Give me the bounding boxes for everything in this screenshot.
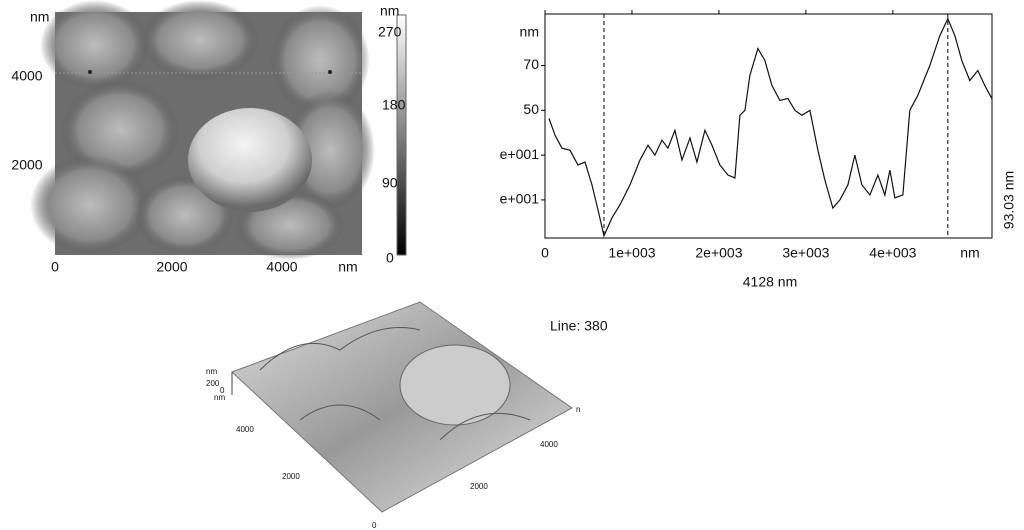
colorbar-tick: 0 [386, 250, 394, 266]
x-unit: nm [338, 259, 357, 275]
afm-screen: nm 4000 2000 0 2000 4000 nm nm 270 180 9… [0, 0, 1024, 530]
x-tick-label: 3e+003 [782, 245, 829, 261]
y-tick: 4000 [11, 68, 42, 84]
y-tick-label: 70 [523, 56, 539, 72]
z-unit: nm [206, 367, 217, 376]
x-tick: 4000 [266, 259, 297, 275]
y-unit: nm [520, 24, 539, 40]
x-tick-label: 1e+003 [608, 245, 655, 261]
x-tick: 4000 [540, 440, 558, 449]
surface-3d: nm 200 0 nm 4000 2000 0 4000 2000 n [206, 302, 580, 530]
x-tick-label: 4e+003 [869, 245, 916, 261]
height-image: nm 4000 2000 0 2000 4000 nm nm 270 180 9… [11, 0, 406, 275]
y2-axis-label: 93.03 nm [1001, 171, 1017, 229]
y-tick: 2000 [11, 157, 42, 173]
y-tick-label: e+001 [500, 191, 540, 207]
profile-chart [545, 14, 992, 238]
profile-line [549, 19, 992, 236]
colorbar-tick: 180 [382, 97, 406, 113]
y-unit: nm [30, 9, 49, 25]
x-unit: nm [960, 245, 979, 261]
x-tick: 2000 [156, 259, 187, 275]
x-tick: 0 [51, 259, 59, 275]
y-tick-label: e+001 [500, 146, 540, 162]
x-axis-label: 4128 nm [743, 274, 797, 290]
y-tick: 4000 [236, 425, 254, 434]
origin: 0 [372, 521, 377, 530]
y-tick: 2000 [282, 472, 300, 481]
line-label: Line: 380 [550, 318, 608, 334]
colorbar-tick: 270 [378, 24, 402, 40]
z-tick: 200 [206, 379, 220, 388]
z-unit: nm [214, 393, 225, 402]
colorbar-tick: 90 [382, 175, 398, 191]
colorbar-unit: nm [380, 3, 399, 19]
x-tick-label: 2e+003 [695, 245, 742, 261]
x-unit: n [576, 405, 580, 414]
y-tick-label: 50 [523, 101, 539, 117]
x-tick: 2000 [470, 482, 488, 491]
x-tick-label: 0 [541, 245, 549, 261]
